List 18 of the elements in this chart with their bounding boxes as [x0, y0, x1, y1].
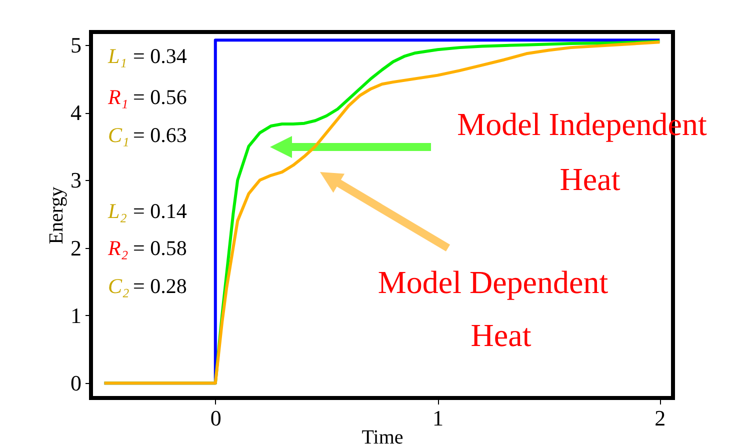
x-tick-label: 1 — [432, 406, 444, 430]
y-tick-label: 1 — [70, 302, 82, 328]
y-tick-label: 4 — [70, 100, 82, 126]
y-tick-label: 2 — [70, 235, 82, 260]
x-tick-label: 0 — [210, 406, 222, 430]
x-tick-label: 2 — [654, 406, 666, 430]
annotation: Model Dependent Heat — [378, 264, 608, 353]
annotation: C₂ = 0.28 — [108, 274, 187, 298]
annotation: R₁ = 0.56 — [107, 85, 187, 109]
annotation: C₁ = 0.63 — [108, 123, 187, 147]
annotation: L₁ = 0.34 — [107, 44, 188, 68]
y-axis-title: Energy — [46, 186, 68, 244]
y-tick-label: 5 — [70, 32, 82, 58]
annotation: R₂ = 0.58 — [107, 236, 187, 260]
y-tick-label: 3 — [70, 168, 82, 193]
x-axis-title: Time — [362, 426, 404, 444]
annotation: L₂ = 0.14 — [107, 199, 188, 223]
y-tick-label: 0 — [70, 370, 82, 396]
